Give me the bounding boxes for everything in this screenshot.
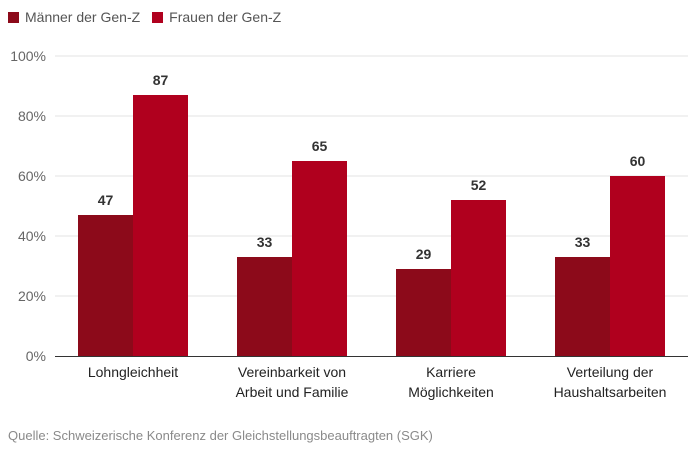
legend-label-men: Männer der Gen-Z xyxy=(25,9,141,25)
legend-item-women: Frauen der Gen-Z xyxy=(152,9,281,25)
x-tick-label: Arbeit und Familie xyxy=(236,384,349,400)
data-label: 87 xyxy=(153,72,169,88)
data-label: 33 xyxy=(575,234,591,250)
legend-swatch-women xyxy=(152,11,164,23)
data-label: 29 xyxy=(416,246,432,262)
bar xyxy=(78,215,133,356)
bar xyxy=(451,200,506,356)
x-tick-label: Lohngleichheit xyxy=(88,364,178,380)
bar xyxy=(396,269,451,356)
chart-legend: Männer der Gen-Z Frauen der Gen-Z xyxy=(8,7,293,27)
y-tick-label: 60% xyxy=(18,168,46,184)
legend-label-women: Frauen der Gen-Z xyxy=(169,9,282,25)
y-tick-label: 40% xyxy=(18,228,46,244)
x-tick-label: Möglichkeiten xyxy=(408,384,494,400)
y-tick-label: 80% xyxy=(18,108,46,124)
bar xyxy=(133,95,188,356)
bar xyxy=(610,176,665,356)
bar xyxy=(555,257,610,356)
x-tick-label: Karriere xyxy=(426,364,476,380)
y-tick-label: 100% xyxy=(10,48,46,64)
y-tick-label: 20% xyxy=(18,288,46,304)
legend-item-men: Männer der Gen-Z xyxy=(8,9,140,25)
data-label: 65 xyxy=(312,138,328,154)
data-label: 47 xyxy=(98,192,114,208)
data-label: 52 xyxy=(471,177,487,193)
x-tick-label: Verteilung der xyxy=(567,364,654,380)
y-tick-label: 0% xyxy=(26,348,46,364)
data-label: 60 xyxy=(630,153,646,169)
legend-swatch-men xyxy=(8,11,19,23)
bar xyxy=(292,161,347,356)
source-note: Quelle: Schweizerische Konferenz der Gle… xyxy=(8,428,433,443)
x-tick-label: Haushaltsarbeiten xyxy=(554,384,667,400)
data-label: 33 xyxy=(257,234,273,250)
x-tick-label: Vereinbarkeit von xyxy=(238,364,346,380)
bar xyxy=(237,257,292,356)
